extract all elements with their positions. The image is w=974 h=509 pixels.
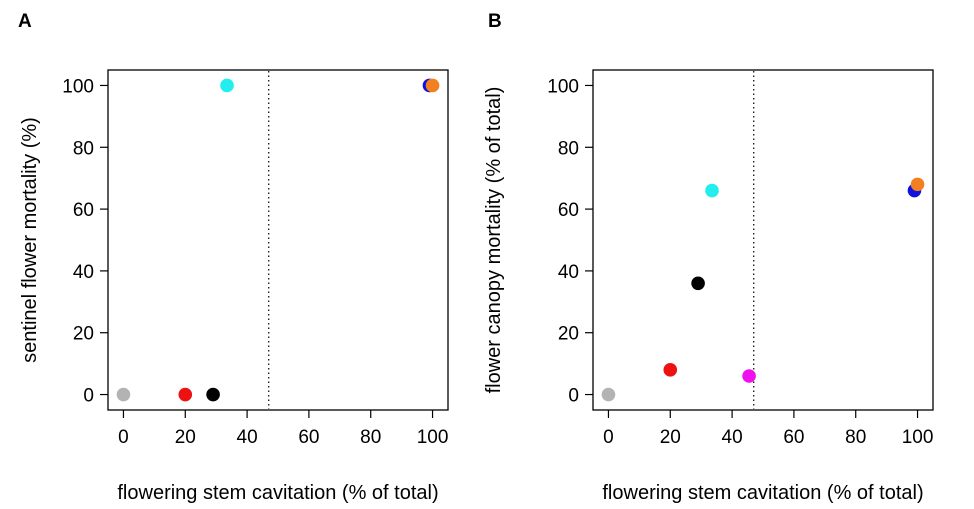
x-tick-label: 40: [722, 427, 743, 448]
y-tick-label: 80: [558, 138, 579, 159]
y-tick-label: 60: [73, 200, 94, 221]
x-axis-label: flowering stem cavitation (% of total): [602, 482, 923, 504]
y-tick-label: 0: [568, 386, 579, 407]
x-tick-label: 0: [118, 427, 129, 448]
data-point: [116, 387, 131, 402]
panel-a: A 0 20 40 60 80 100 0 20 40 60 80 100 flowering stem …: [18, 11, 449, 504]
plot-frame: [107, 69, 449, 411]
x-tick-label: 20: [660, 427, 681, 448]
y-tick-label: 40: [558, 262, 579, 283]
data-point: [220, 78, 234, 93]
data-point: [425, 78, 440, 93]
x-tick-label: 0: [603, 427, 614, 448]
data-point: [691, 276, 705, 291]
y-tick-label: 0: [83, 386, 94, 407]
data-point: [910, 177, 925, 192]
x-tick-label: 60: [298, 427, 319, 448]
data-point: [601, 387, 616, 402]
data-point: [206, 387, 220, 402]
x-axis-label: flowering stem cavitation (% of total): [117, 482, 438, 504]
x-tick-label: 80: [360, 427, 381, 448]
x-tick-label: 40: [237, 427, 258, 448]
x-tick-label: 20: [175, 427, 196, 448]
data-point: [663, 363, 678, 377]
x-tick-label: 60: [783, 427, 804, 448]
x-tick-label: 100: [902, 427, 934, 448]
data-point: [178, 387, 193, 402]
y-axis-label: sentinel flower mortality (%): [19, 117, 41, 363]
panel-letter: B: [488, 11, 502, 32]
panel-letter: A: [18, 11, 32, 32]
y-tick-label: 20: [73, 324, 94, 345]
y-tick-label: 20: [558, 324, 579, 345]
y-tick-label: 100: [547, 76, 579, 97]
y-tick-label: 100: [62, 76, 94, 97]
plot-frame: [592, 69, 934, 411]
y-tick-label: 80: [73, 138, 94, 159]
y-tick-label: 40: [73, 262, 94, 283]
y-tick-label: 60: [558, 200, 579, 221]
x-tick-label: 100: [417, 427, 449, 448]
data-point: [705, 183, 719, 198]
x-tick-label: 80: [845, 427, 866, 448]
panel-b: B 0 20 40 60 80 100 0 20 40 60 80 100 flowering stem …: [483, 11, 934, 504]
y-axis-label: flower canopy mortality (% of total): [483, 87, 505, 394]
data-point: [742, 369, 756, 383]
